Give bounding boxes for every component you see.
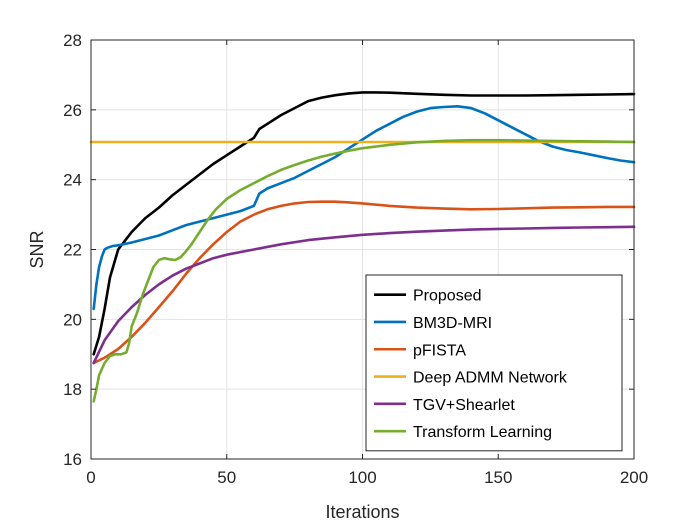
legend-label: pFISTA xyxy=(413,342,466,359)
legend-label: Deep ADMM Network xyxy=(413,370,568,387)
series-lines xyxy=(89,91,636,403)
axis-ticks: 0 50 100 150 200 16 18 20 22 24 26 28 xyxy=(63,31,648,487)
x-tick-label: 50 xyxy=(217,468,236,487)
x-tick-label: 150 xyxy=(484,468,512,487)
x-tick-label: 0 xyxy=(86,468,95,487)
legend-label: TGV+Shearlet xyxy=(413,397,515,414)
legend: Proposed BM3D-MRI pFISTA Deep ADMM Network T… xyxy=(365,274,623,452)
series-line-pfista xyxy=(92,200,636,365)
y-tick-label: 28 xyxy=(63,31,82,50)
series-line-proposed xyxy=(92,91,636,356)
y-tick-label: 24 xyxy=(63,171,82,190)
legend-box xyxy=(365,274,623,452)
y-tick-label: 16 xyxy=(63,450,82,469)
y-tick-label: 22 xyxy=(63,241,82,260)
x-tick-label: 100 xyxy=(348,468,376,487)
series-line-tgv-shearlet xyxy=(92,225,636,365)
legend-label: Transform Learning xyxy=(413,424,552,441)
y-tick-label: 20 xyxy=(63,310,82,329)
x-tick-label: 200 xyxy=(620,468,648,487)
series-line-bm3d-mri xyxy=(92,105,636,311)
legend-label: BM3D-MRI xyxy=(413,315,492,332)
series-line-transform-learning xyxy=(92,138,636,403)
x-axis-label: Iterations xyxy=(325,502,399,522)
y-tick-label: 18 xyxy=(63,380,82,399)
legend-label: Proposed xyxy=(413,288,482,305)
y-axis-label: SNR xyxy=(27,230,47,268)
y-tick-label: 26 xyxy=(63,101,82,120)
